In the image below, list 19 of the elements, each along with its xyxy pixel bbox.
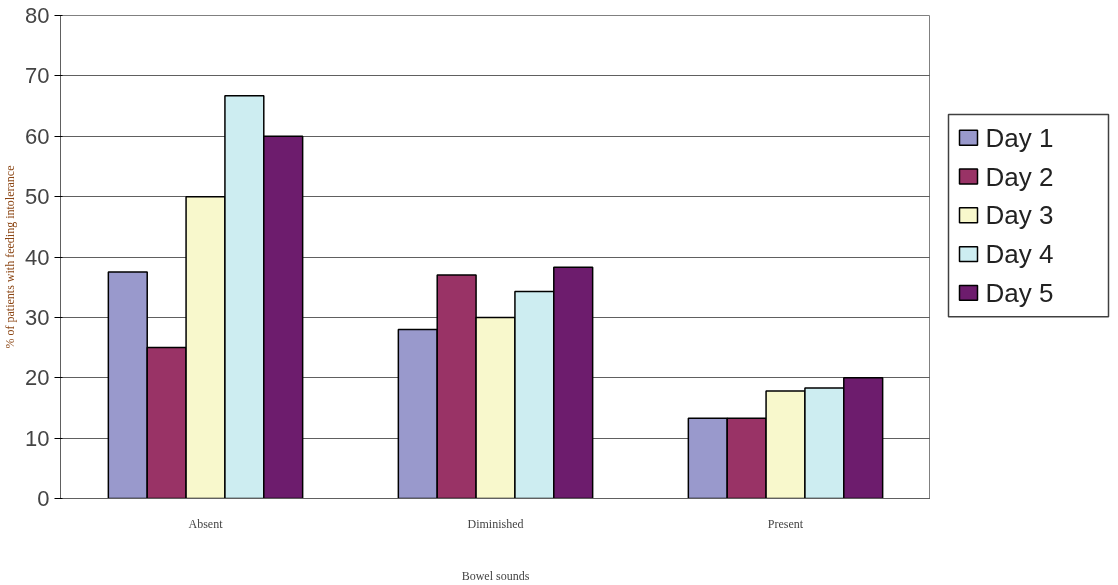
- y-axis-title: % of patients with feeding intolerance: [3, 165, 18, 349]
- y-tick-label: 80: [25, 3, 50, 28]
- y-tick-label: 40: [25, 244, 50, 270]
- legend-label: Day 1: [985, 122, 1054, 153]
- x-tick-label: Present: [767, 516, 804, 531]
- y-tick-label: 70: [25, 63, 50, 89]
- x-tick-label: Absent: [188, 516, 224, 531]
- y-tick-label: 60: [25, 123, 50, 149]
- y-tick-label: 10: [25, 425, 50, 451]
- legend-label: Day 2: [985, 161, 1054, 192]
- x-tick-label: Diminished: [467, 516, 524, 531]
- y-tick-label: 0: [37, 486, 50, 511]
- y-tick-label: 50: [25, 184, 50, 210]
- x-axis-title: Bowel sounds: [461, 568, 530, 583]
- legend-label: Day 5: [985, 277, 1054, 308]
- legend-label: Day 3: [985, 200, 1054, 231]
- legend-label: Day 4: [985, 239, 1054, 270]
- y-tick-label: 30: [25, 304, 50, 330]
- y-tick-label: 20: [25, 365, 50, 391]
